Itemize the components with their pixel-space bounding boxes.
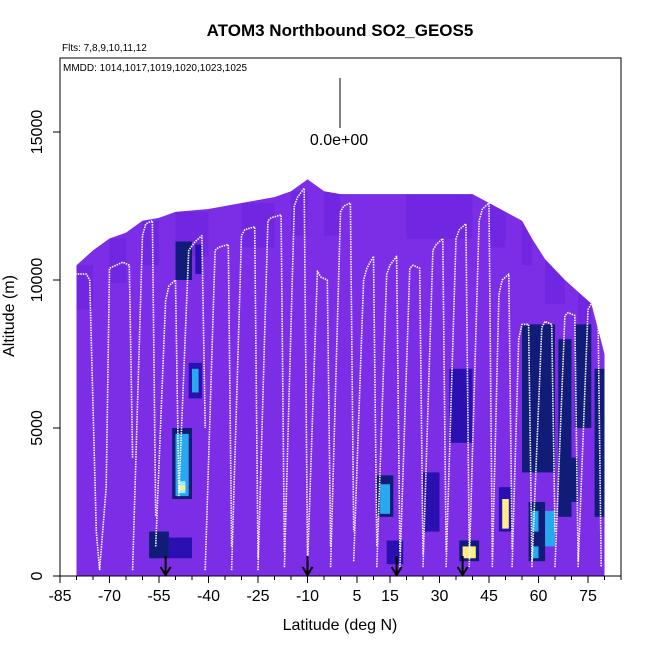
heatmap-cell — [380, 484, 390, 514]
y-tick-label: 10000 — [29, 258, 46, 303]
heatmap-cell — [531, 510, 539, 532]
flight-track — [468, 202, 494, 568]
ceiling-cell — [126, 232, 143, 278]
scale-label: 0.0e+00 — [310, 132, 368, 149]
heatmap-cell — [502, 499, 509, 529]
ceiling-cell — [545, 259, 565, 304]
heatmap-cell — [178, 485, 186, 491]
heatmap-cell — [175, 241, 192, 280]
dates-label: MMDD: 1014,1017,1019,1020,1023,1025 — [63, 63, 247, 74]
ceiling-cell — [522, 220, 532, 266]
flight-track — [257, 214, 286, 571]
plot-area — [69, 179, 605, 577]
flight-track — [422, 237, 447, 568]
location-arrow-head — [159, 566, 172, 577]
flight-track — [154, 279, 180, 547]
ceiling-cell — [505, 211, 522, 257]
ceiling-cell — [93, 250, 110, 295]
ceiling-cell — [324, 191, 341, 236]
axes: -85 -70 -55 -40 -25 -10 5 15 30 45 60 75 0 5000 10000 1… — [29, 110, 622, 605]
location-arrow-head — [390, 566, 403, 577]
heatmap-cell — [531, 546, 539, 559]
ceiling-cell — [274, 197, 291, 242]
flight-track — [69, 273, 101, 571]
x-tick-label: 15 — [381, 588, 399, 605]
ceiling-cell — [340, 194, 407, 239]
x-tick-label: -85 — [48, 588, 71, 605]
ceiling-cell — [241, 203, 275, 248]
y-tick-label: 0 — [29, 571, 46, 580]
heatmap-cell — [462, 546, 476, 559]
heatmap-cell — [564, 457, 579, 502]
flight-track — [554, 311, 579, 568]
x-axis-label: Latitude (deg N) — [283, 617, 398, 634]
flight-track — [98, 261, 134, 571]
heatmap-cell — [423, 472, 440, 532]
flight-track — [306, 270, 332, 568]
flight-track — [376, 255, 401, 568]
ceiling-cell — [406, 194, 473, 239]
x-tick-label: -40 — [197, 588, 220, 605]
x-tick-label: 45 — [480, 588, 498, 605]
heatmap-cell — [149, 531, 169, 559]
flight-track — [230, 225, 259, 571]
ceiling-cell — [307, 179, 324, 224]
heatmap-cell — [168, 537, 192, 559]
flight-track — [445, 223, 470, 568]
ceiling-cell — [109, 238, 126, 283]
ceiling-cell — [208, 208, 242, 254]
ceiling-cell — [142, 220, 159, 266]
flights-label: Flts: 7,8,9,10,11,12 — [62, 43, 147, 54]
x-tick-label: 75 — [579, 588, 597, 605]
x-tick-label: 60 — [530, 588, 548, 605]
flight-track — [178, 234, 206, 497]
flight-track — [204, 243, 233, 571]
flight-track — [131, 220, 157, 571]
flight-track — [577, 302, 602, 568]
flight-track — [283, 187, 309, 568]
curtain-field — [76, 179, 605, 576]
heatmap-cell — [195, 244, 202, 275]
heatmap-cell — [545, 510, 555, 547]
x-tick-label: -55 — [147, 588, 170, 605]
flight-track — [511, 323, 533, 568]
flight-track — [531, 320, 556, 568]
x-tick-label: -25 — [246, 588, 269, 605]
chart-title: ATOM3 Northbound SO2_GEOS5 — [207, 21, 474, 40]
x-tick-label: -10 — [296, 588, 319, 605]
y-tick-label: 15000 — [29, 110, 46, 155]
ceiling-cell — [489, 203, 506, 248]
flight-track — [329, 202, 355, 568]
flight-track — [399, 264, 424, 568]
x-tick-label: 30 — [431, 588, 449, 605]
ceiling-cell — [531, 238, 546, 283]
y-axis-label: Altitude (m) — [1, 275, 18, 357]
ceiling-cell — [291, 191, 308, 236]
heatmap-cell — [192, 368, 199, 393]
flight-track — [352, 255, 378, 562]
heatmap-cell — [449, 368, 473, 443]
ceiling-cell — [76, 265, 93, 310]
x-tick-label: -70 — [98, 588, 121, 605]
location-arrow-head — [456, 566, 469, 577]
ceiling-cell — [159, 217, 176, 263]
y-tick-label: 5000 — [29, 410, 46, 446]
flight-track — [491, 273, 513, 568]
heatmap-cell — [574, 324, 592, 428]
x-tick-label: 5 — [353, 588, 362, 605]
location-arrow-head — [301, 566, 314, 577]
ceiling-cell — [564, 280, 579, 325]
